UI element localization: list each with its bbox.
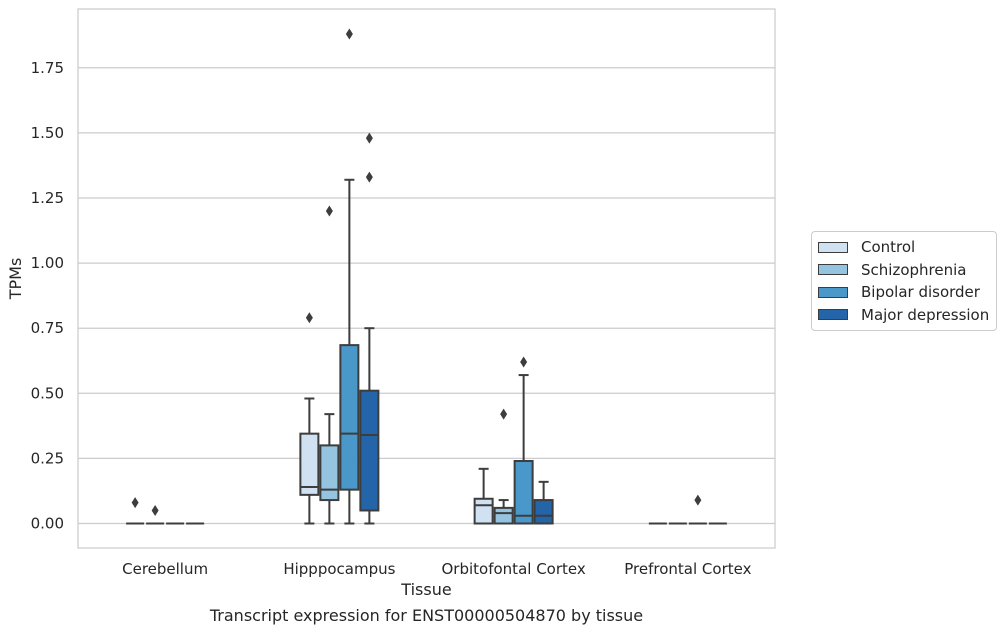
outlier-point [500, 408, 508, 420]
legend-item: Control [818, 236, 996, 259]
x-axis-title: Tissue [400, 580, 451, 599]
y-tick-label: 1.00 [31, 254, 64, 272]
box-iqr [339, 344, 360, 491]
legend-item: Schizophrenia [818, 259, 996, 282]
series-schizophrenia [146, 205, 687, 525]
box-iqr [513, 460, 534, 525]
series-major-depression [186, 132, 727, 525]
outlier-point [694, 494, 702, 506]
box-plot [146, 504, 165, 525]
legend-swatch [818, 264, 848, 276]
y-tick-labels: 0.00 0.25 0.50 0.75 1.00 1.25 1.50 1.75 [31, 59, 64, 533]
outlier-point [345, 28, 353, 40]
y-axis-title: TPMs [6, 258, 25, 301]
box-plot [473, 467, 494, 525]
legend-item: Major depression [818, 304, 996, 327]
box-plot [533, 480, 554, 525]
y-tick-label: 0.75 [31, 319, 64, 337]
outlier-point [365, 171, 373, 183]
legend-label: Schizophrenia [861, 260, 967, 279]
y-tick-label: 0.50 [31, 384, 64, 402]
outlier-point [305, 312, 313, 324]
legend-swatch [818, 309, 848, 321]
plot-area [77, 8, 776, 549]
box-plot [339, 28, 360, 525]
figure-caption: Transcript expression for ENST0000050487… [209, 606, 644, 625]
legend-label: Bipolar disorder [861, 283, 980, 302]
box-plot [513, 356, 534, 525]
legend-swatch [818, 286, 848, 298]
box-plot [126, 497, 145, 525]
x-tick-label: Hipppocampus [283, 560, 395, 578]
y-tick-label: 1.50 [31, 124, 64, 142]
x-tick-label: Prefrontal Cortex [624, 560, 751, 578]
legend-swatch [818, 241, 848, 253]
x-tick-label: Orbitofontal Cortex [442, 560, 586, 578]
y-tick-label: 0.00 [31, 515, 64, 533]
box-series [126, 28, 727, 525]
y-tick-label: 1.75 [31, 59, 64, 77]
box-iqr [473, 497, 494, 525]
box-plot [688, 494, 707, 525]
legend-item: Bipolar disorder [818, 281, 996, 304]
box-iqr [493, 506, 514, 525]
box-plot [493, 408, 514, 525]
legend-label: Control [861, 238, 916, 257]
legend: Control Schizophrenia Bipolar disorder Majo… [811, 231, 997, 331]
box-iqr [319, 444, 340, 502]
series-bipolar-disorder [166, 28, 707, 525]
outlier-point [520, 356, 528, 368]
box-plot [359, 132, 380, 525]
legend-label: Major depression [861, 305, 990, 324]
y-tick-label: 1.25 [31, 189, 64, 207]
outlier-point [365, 132, 373, 144]
box-plot [319, 205, 340, 525]
box-iqr [299, 432, 320, 496]
outlier-point [131, 497, 139, 509]
series-control [126, 312, 667, 525]
box-iqr [533, 499, 554, 525]
outlier-point [151, 504, 159, 516]
box-iqr [359, 389, 380, 512]
y-tick-label: 0.25 [31, 449, 64, 467]
x-tick-label: Cerebellum [122, 560, 208, 578]
x-tick-labels: Cerebellum Hipppocampus Orbitofontal Corte… [122, 560, 751, 578]
outlier-point [325, 205, 333, 217]
box-plot [299, 312, 320, 525]
